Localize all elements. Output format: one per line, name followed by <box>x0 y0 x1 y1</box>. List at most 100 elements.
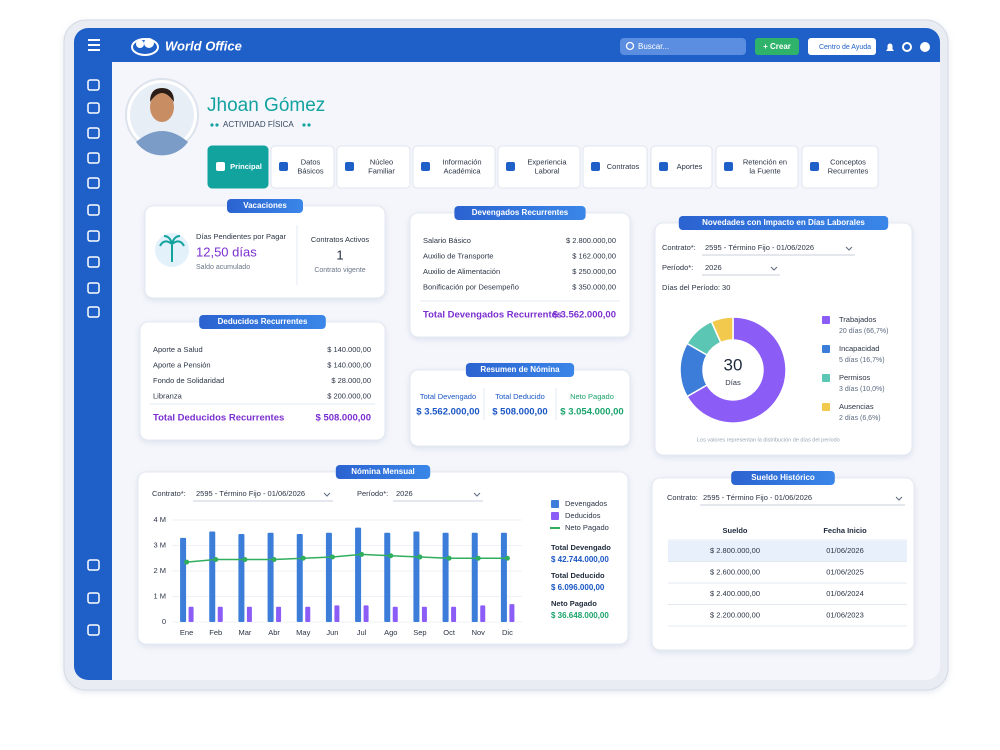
help-button[interactable] <box>808 38 876 55</box>
legend-label: Permisos <box>839 373 871 382</box>
line-point <box>242 557 248 563</box>
line-point <box>213 557 219 563</box>
help-label: Centro de Ayuda <box>819 44 871 51</box>
bar <box>421 606 427 622</box>
sidebar-icon[interactable] <box>87 230 100 242</box>
sidebar-icon[interactable] <box>87 624 100 636</box>
tab-label: Datos <box>301 157 321 166</box>
label: Período*: <box>662 263 693 272</box>
sidebar-icon[interactable] <box>87 177 100 189</box>
table-cell: $ 2.800.000,00 <box>710 546 760 555</box>
sidebar-icon[interactable] <box>87 204 100 216</box>
card-title: Sueldo Histórico <box>751 473 815 482</box>
line-point <box>475 555 481 561</box>
label: 2595 - Término Fijo - 01/06/2026 <box>196 489 305 498</box>
table-cell: 01/06/2025 <box>826 567 864 576</box>
data-label: 5 días (16,7%) <box>839 357 885 364</box>
legend-label: Deducidos <box>565 511 601 520</box>
tab[interactable] <box>715 145 799 189</box>
tab[interactable] <box>336 145 411 189</box>
bar <box>413 531 420 622</box>
search-box[interactable] <box>620 38 746 55</box>
label: Saldo acumulado <box>196 264 250 271</box>
label: Total Devengado <box>551 543 611 552</box>
tab[interactable] <box>650 145 713 189</box>
select-caret[interactable] <box>473 492 481 497</box>
tab-label: Núcleo <box>370 157 393 166</box>
label: Total Deducido <box>551 571 605 580</box>
x-tick-label: Ago <box>384 628 397 637</box>
sidebar-icon[interactable] <box>87 592 100 604</box>
x-tick-label: Oct <box>443 628 456 637</box>
table-cell: 01/06/2026 <box>826 546 864 555</box>
bar <box>325 532 332 622</box>
select-caret[interactable] <box>323 492 331 497</box>
label: $ 162.000,00 <box>572 251 616 260</box>
y-tick-label: 0 <box>162 617 166 626</box>
sidebar-icon[interactable] <box>87 102 100 114</box>
legend-label: Trabajados <box>839 315 876 324</box>
y-tick-label: 3 M <box>153 540 166 549</box>
line-point <box>417 554 423 560</box>
bar <box>188 606 194 622</box>
sidebar-icon[interactable] <box>87 306 100 318</box>
tab[interactable] <box>582 145 648 189</box>
label: $ 3.562.000,00 <box>553 310 616 321</box>
card-title-pill <box>335 465 431 479</box>
label: Período*: <box>357 489 388 498</box>
label: $ 3.562.000,00 <box>416 407 479 418</box>
bar <box>355 527 362 622</box>
legend-swatch <box>822 403 830 411</box>
label: Días Pendientes por Pagar <box>196 232 287 241</box>
label: Total Devengados Recurrentes <box>423 310 562 321</box>
tab[interactable] <box>270 145 335 189</box>
label: $ 2.800.000,00 <box>566 236 616 245</box>
bar <box>238 534 245 622</box>
tab[interactable] <box>412 145 496 189</box>
column-header: Sueldo <box>722 526 747 535</box>
select-caret[interactable] <box>770 266 778 271</box>
tab-icon <box>659 162 668 171</box>
line-point <box>359 551 365 557</box>
legend-swatch <box>551 500 559 508</box>
card-title-pill <box>227 199 303 213</box>
tab[interactable] <box>207 145 269 189</box>
tab-label: Académica <box>443 166 481 175</box>
header-icons[interactable] <box>886 42 930 52</box>
create-button[interactable] <box>755 38 799 55</box>
legend-swatch <box>822 316 830 324</box>
x-tick-label: Nov <box>472 628 486 637</box>
bar <box>276 606 282 622</box>
row-highlight <box>668 541 907 561</box>
menu-button[interactable] <box>88 39 100 51</box>
tab[interactable] <box>801 145 879 189</box>
sidebar-icon[interactable] <box>87 79 100 91</box>
line-point <box>300 555 306 561</box>
label: $ 140.000,00 <box>327 345 371 354</box>
label: Libranza <box>153 391 183 400</box>
sidebar-icon[interactable] <box>87 559 100 571</box>
create-label: + Crear <box>763 42 791 51</box>
tab[interactable] <box>497 145 581 189</box>
select-caret[interactable] <box>845 246 853 251</box>
label: 2026 <box>396 489 413 498</box>
label: 1 <box>336 247 343 262</box>
line-point <box>504 555 510 561</box>
bar <box>267 532 274 622</box>
sidebar-icon[interactable] <box>87 152 100 164</box>
sidebar-icon[interactable] <box>87 127 100 139</box>
bar <box>305 606 311 622</box>
label: 2026 <box>705 263 722 272</box>
bar <box>296 534 303 622</box>
sidebar-icon[interactable] <box>87 256 100 268</box>
sidebar-icon[interactable] <box>87 282 100 294</box>
label: $ 508.000,00 <box>316 413 371 424</box>
label: Total Deducidos Recurrentes <box>153 413 284 424</box>
select-caret[interactable] <box>895 496 903 501</box>
label: 2595 - Término Fijo - 01/06/2026 <box>703 493 812 502</box>
bar <box>392 606 398 622</box>
brand-name: World Office <box>165 38 242 53</box>
label: $ 508.000,00 <box>492 407 547 418</box>
